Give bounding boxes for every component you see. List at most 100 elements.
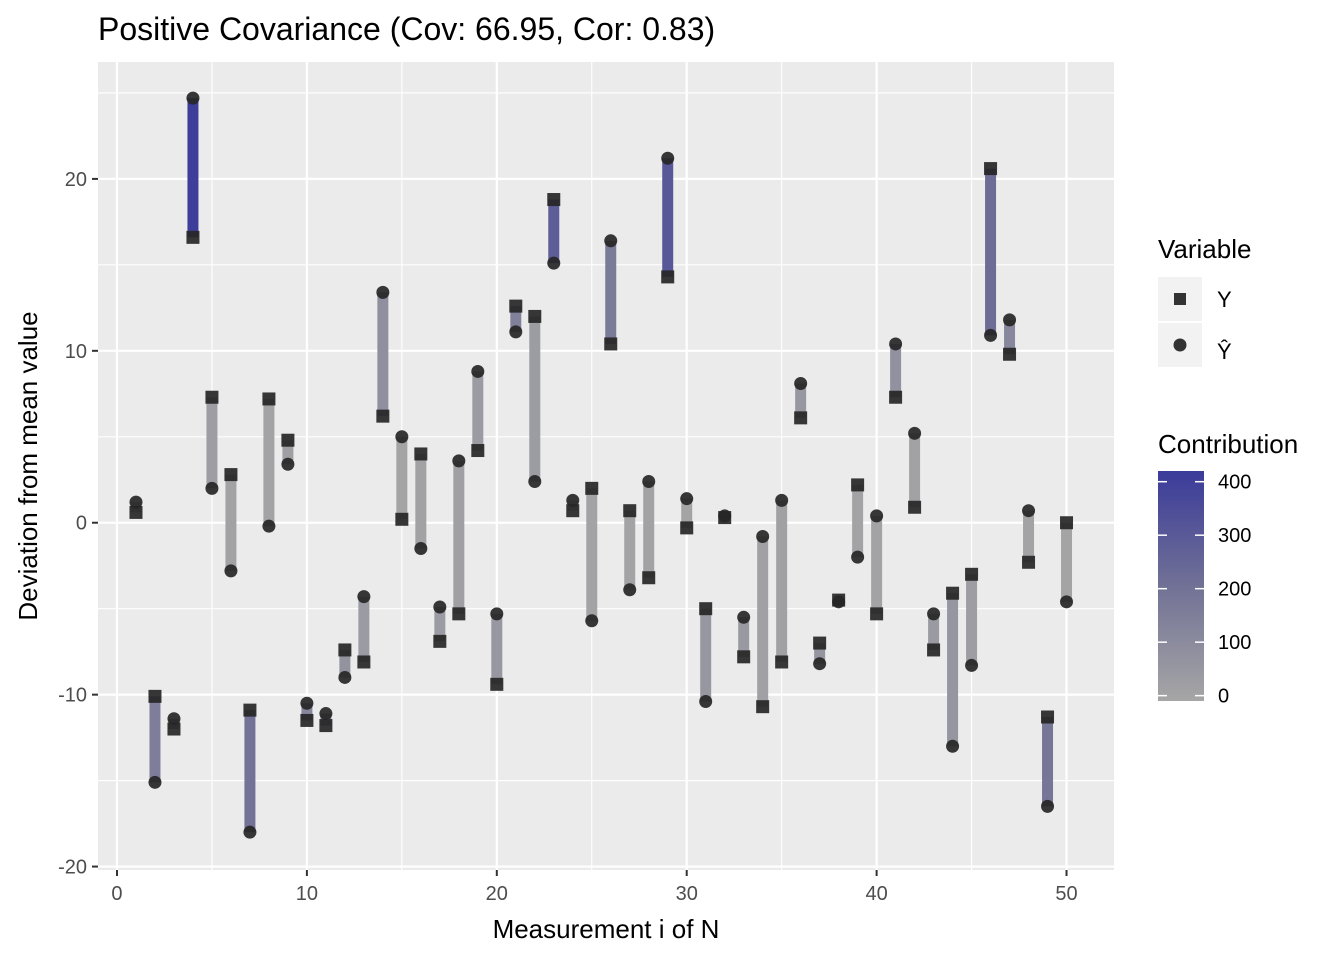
point-yhat [471, 364, 485, 378]
point-y [490, 677, 504, 691]
point-y [775, 655, 789, 669]
point-y [604, 337, 618, 351]
point-y [167, 722, 181, 736]
point-y [623, 504, 637, 518]
colorbar-tick-label: 200 [1218, 579, 1251, 601]
point-yhat [129, 495, 143, 509]
point-y [262, 392, 276, 406]
point-y [794, 411, 808, 425]
colorbar-tick-label: 400 [1218, 472, 1251, 494]
point-y [319, 719, 333, 733]
point-y [680, 521, 694, 535]
grid-layer [98, 62, 1114, 870]
point-y [395, 512, 409, 526]
point-yhat [756, 529, 770, 543]
point-yhat [813, 657, 827, 671]
point-y [908, 500, 922, 514]
point-yhat [167, 712, 181, 726]
point-y [300, 713, 314, 727]
y-axis-title: Deviation from mean value [13, 311, 43, 620]
point-yhat [1041, 799, 1055, 813]
point-yhat [718, 509, 732, 523]
point-yhat [680, 492, 694, 506]
point-yhat [566, 493, 580, 507]
point-yhat [870, 509, 884, 523]
legend-label-y: Y [1217, 287, 1232, 312]
point-yhat [509, 325, 523, 339]
point-yhat [851, 550, 865, 564]
point-yhat [414, 542, 428, 556]
legend-variable-title: Variable [1158, 234, 1251, 264]
point-yhat [1060, 595, 1074, 609]
chart-title: Positive Covariance (Cov: 66.95, Cor: 0.… [98, 11, 715, 47]
point-y [129, 505, 143, 519]
point-y [509, 299, 523, 313]
point-yhat [205, 481, 219, 495]
point-y [433, 634, 447, 648]
point-yhat [319, 707, 333, 721]
x-tick-label: 10 [296, 883, 318, 905]
point-yhat [281, 457, 295, 471]
point-yhat [433, 600, 447, 614]
point-y [946, 586, 960, 600]
x-tick-label: 20 [486, 883, 508, 905]
point-yhat [262, 519, 276, 533]
point-yhat [623, 583, 637, 597]
point-yhat [224, 564, 238, 578]
point-yhat [699, 695, 713, 709]
point-y [1041, 710, 1055, 724]
point-y [756, 700, 770, 714]
point-yhat [794, 376, 808, 390]
point-y [851, 478, 865, 492]
colorbar-ticks: 0 100 200 300 400 [1158, 472, 1251, 708]
point-y [471, 444, 485, 458]
point-yhat [300, 696, 314, 710]
point-y [452, 607, 466, 621]
point-y [984, 162, 998, 176]
point-y [547, 193, 561, 207]
point-y [1003, 347, 1017, 361]
y-tick-label: -10 [58, 685, 87, 707]
point-y [357, 655, 371, 669]
legend-label-yhat: Ŷ [1217, 339, 1232, 364]
data-points [129, 91, 1074, 839]
contribution-colorbar [1158, 471, 1204, 701]
legend-contribution: Contribution 0 100 200 300 400 [1158, 429, 1298, 708]
point-yhat [547, 256, 561, 270]
point-y [186, 230, 200, 244]
legend-variable: Variable Y Ŷ [1158, 234, 1251, 367]
point-yhat [1022, 504, 1036, 518]
y-tick-label: 0 [76, 513, 87, 535]
x-tick-label: 30 [676, 883, 698, 905]
point-yhat [243, 825, 257, 839]
point-y [813, 636, 827, 650]
point-y [376, 409, 390, 423]
y-tick-label: -20 [58, 857, 87, 879]
x-tick-label: 40 [865, 883, 887, 905]
point-yhat [908, 426, 922, 440]
point-yhat [395, 430, 409, 444]
legend-square-icon [1174, 293, 1186, 305]
colorbar-tick-label: 0 [1218, 686, 1229, 708]
point-yhat [452, 454, 466, 468]
point-yhat [585, 614, 599, 628]
point-yhat [965, 658, 979, 672]
legend-contribution-title: Contribution [1158, 429, 1298, 459]
point-y [205, 390, 219, 404]
point-y [528, 309, 542, 323]
point-y [699, 602, 713, 616]
colorbar-tick-label: 100 [1218, 632, 1251, 654]
point-y [737, 650, 751, 664]
point-y [889, 390, 903, 404]
y-tick-label: 10 [65, 341, 87, 363]
point-yhat [186, 91, 200, 105]
point-y [148, 689, 162, 703]
point-y [414, 447, 428, 461]
point-yhat [490, 607, 504, 621]
point-yhat [357, 590, 371, 604]
point-yhat [642, 474, 656, 488]
point-y [927, 643, 941, 657]
x-axis-title: Measurement i of N [493, 914, 720, 944]
point-yhat [1003, 313, 1017, 327]
